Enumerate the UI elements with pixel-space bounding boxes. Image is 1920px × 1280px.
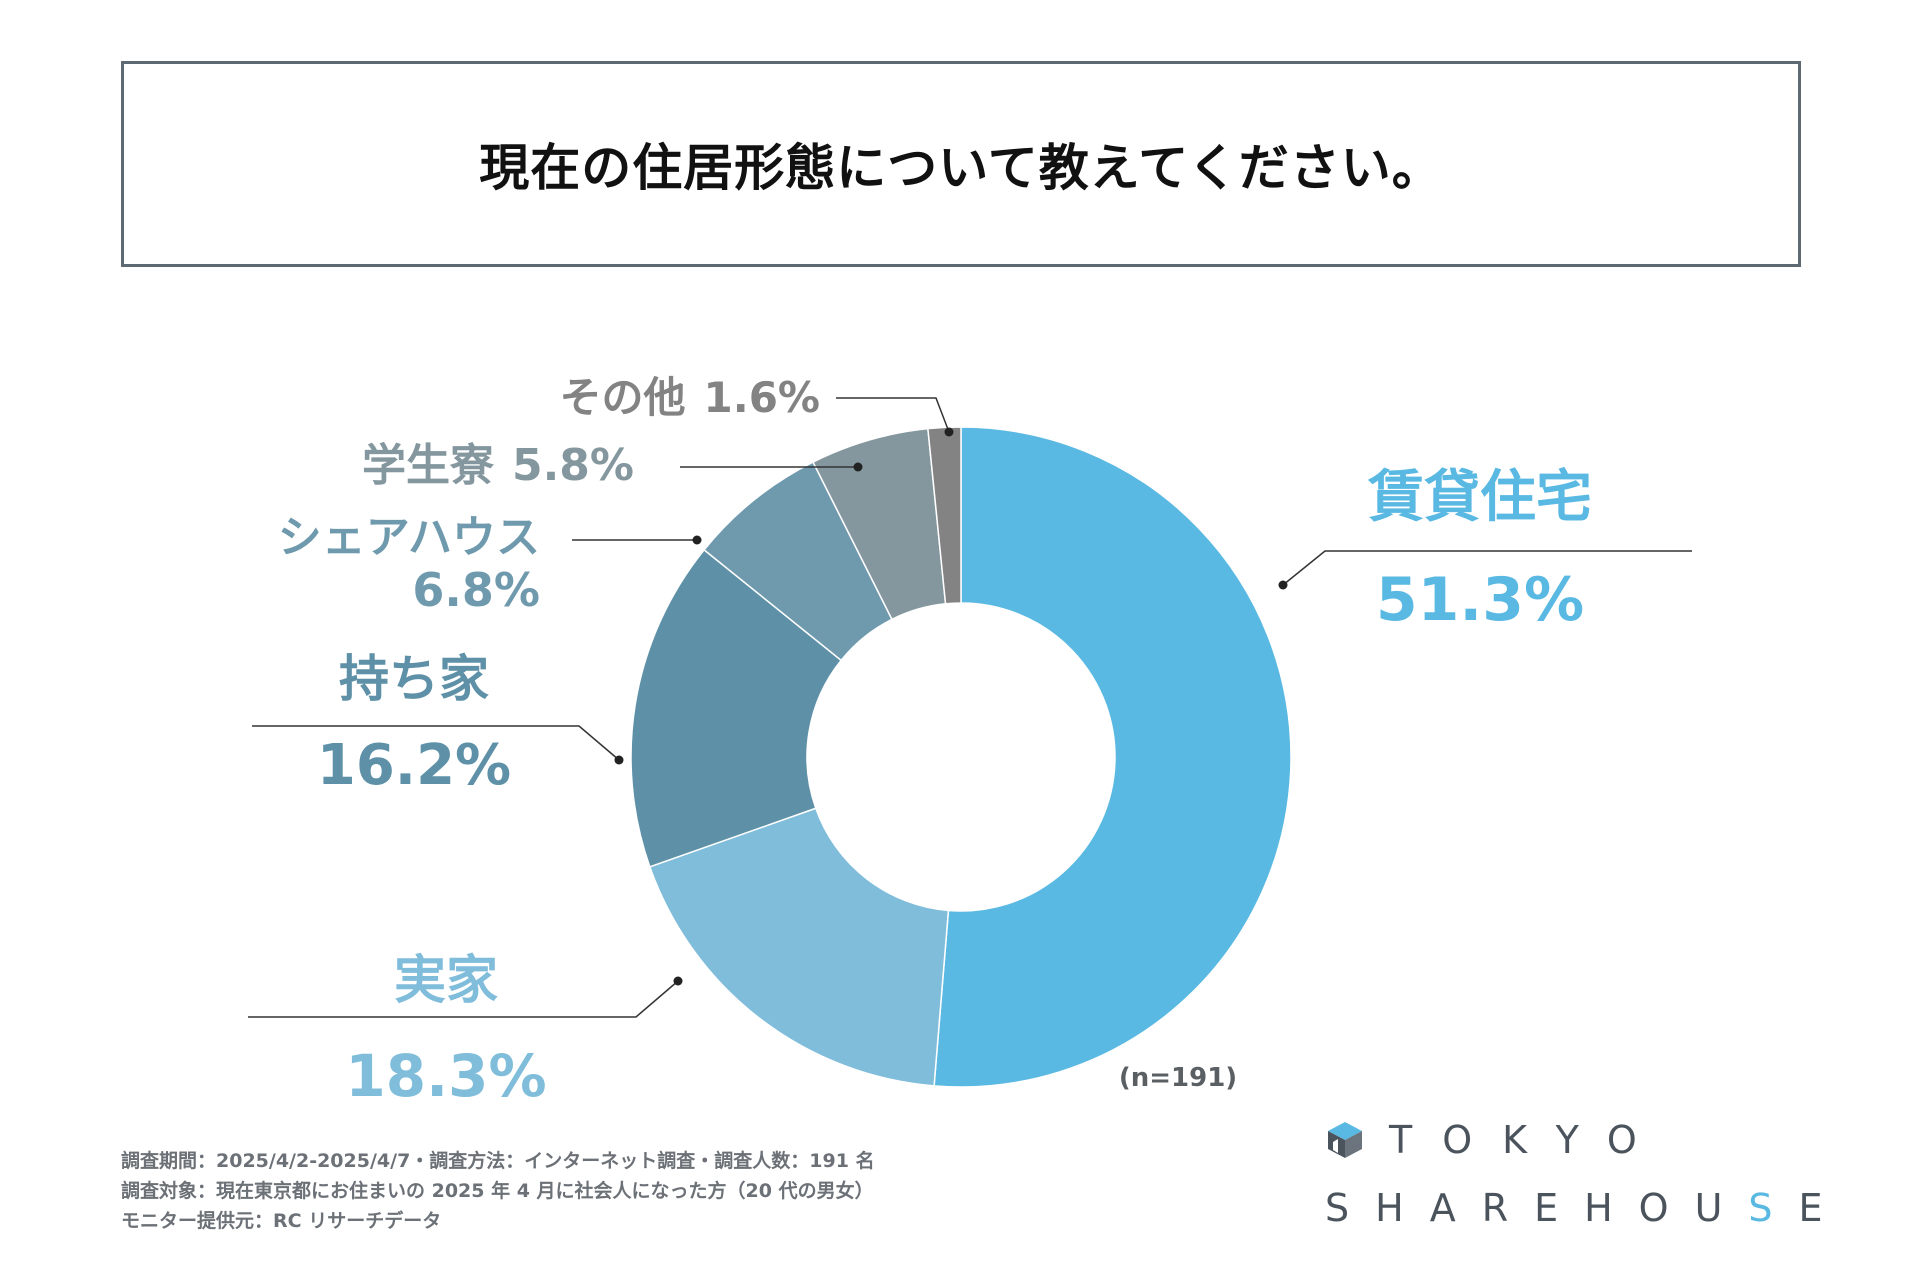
- leader-rental: [1282, 550, 1692, 586]
- label-owned-value: 16.2%: [317, 733, 511, 798]
- leader-owned: [252, 725, 620, 761]
- slice-other: [927, 426, 962, 605]
- leader-parents: [248, 980, 679, 1018]
- leader-other: [836, 397, 950, 433]
- leader-lines: [248, 397, 1692, 1018]
- title-box: 現在の住居形態について教えてください。: [121, 61, 1801, 267]
- leader-rental-dot: [1278, 580, 1288, 590]
- label-parents-name: 実家: [394, 951, 498, 1011]
- slice-rental: [933, 426, 1292, 1088]
- label-sharehouse-value: 6.8%: [412, 563, 540, 617]
- label-rental-name: 賃貸住宅: [1367, 465, 1592, 530]
- label-owned-name: 持ち家: [339, 650, 489, 708]
- label-rental-value: 51.3%: [1376, 565, 1584, 635]
- footer-line-target: 調査対象：現在東京都にお住まいの 2025 年 4 月に社会人になった方（20 …: [121, 1180, 874, 1202]
- slice-owned-home: [630, 548, 843, 868]
- leader-parents-dot: [673, 976, 683, 986]
- slices: [630, 426, 1292, 1088]
- sample-size-note: (n=191): [1119, 1063, 1237, 1093]
- slice-labels: 賃貸住宅 51.3% 実家 18.3% 持ち家 16.2% シェアハウス 6.8…: [278, 373, 1592, 1110]
- label-other-name: その他: [560, 373, 686, 422]
- survey-footer: 調査期間：2025/4/2-2025/4/7・調査方法：インターネット調査・調査…: [121, 1146, 875, 1236]
- label-dorm-name: 学生寮: [362, 440, 494, 491]
- house-cube-icon: [1328, 1122, 1362, 1158]
- page-title: 現在の住居形態について教えてください。: [479, 139, 1443, 197]
- leader-other-dot: [944, 427, 954, 437]
- label-other: その他 1.6%: [560, 373, 821, 422]
- logo-bottom-accent: S: [1748, 1186, 1799, 1230]
- footer-line-provider: モニター提供元：RC リサーチデータ: [121, 1210, 442, 1232]
- label-dorm-value: 5.8%: [512, 440, 634, 491]
- label-parents-value: 18.3%: [345, 1042, 546, 1110]
- tokyo-sharehouse-logo: TOKYO SHAREHOUSE: [1325, 1118, 1823, 1230]
- logo-bottom-post: E: [1798, 1186, 1849, 1230]
- leader-dorm-dot: [853, 462, 863, 472]
- label-other-value: 1.6%: [704, 373, 820, 422]
- footer-line-period: 調査期間：2025/4/2-2025/4/7・調査方法：インターネット調査・調査…: [121, 1150, 875, 1172]
- leader-sharehouse-dot: [692, 535, 702, 545]
- logo-bottom-pre: SHAREHOU: [1325, 1186, 1749, 1230]
- logo-top-row: TOKYO: [1325, 1118, 1667, 1162]
- logo-tokyo-text: TOKYO: [1389, 1118, 1667, 1162]
- label-dorm: 学生寮 5.8%: [362, 440, 634, 491]
- label-sharehouse-name: シェアハウス: [278, 512, 540, 563]
- leader-owned-dot: [614, 755, 624, 765]
- slice-parents-home: [648, 807, 950, 1087]
- logo-sharehouse-text: SHAREHOUSE: [1325, 1186, 1849, 1230]
